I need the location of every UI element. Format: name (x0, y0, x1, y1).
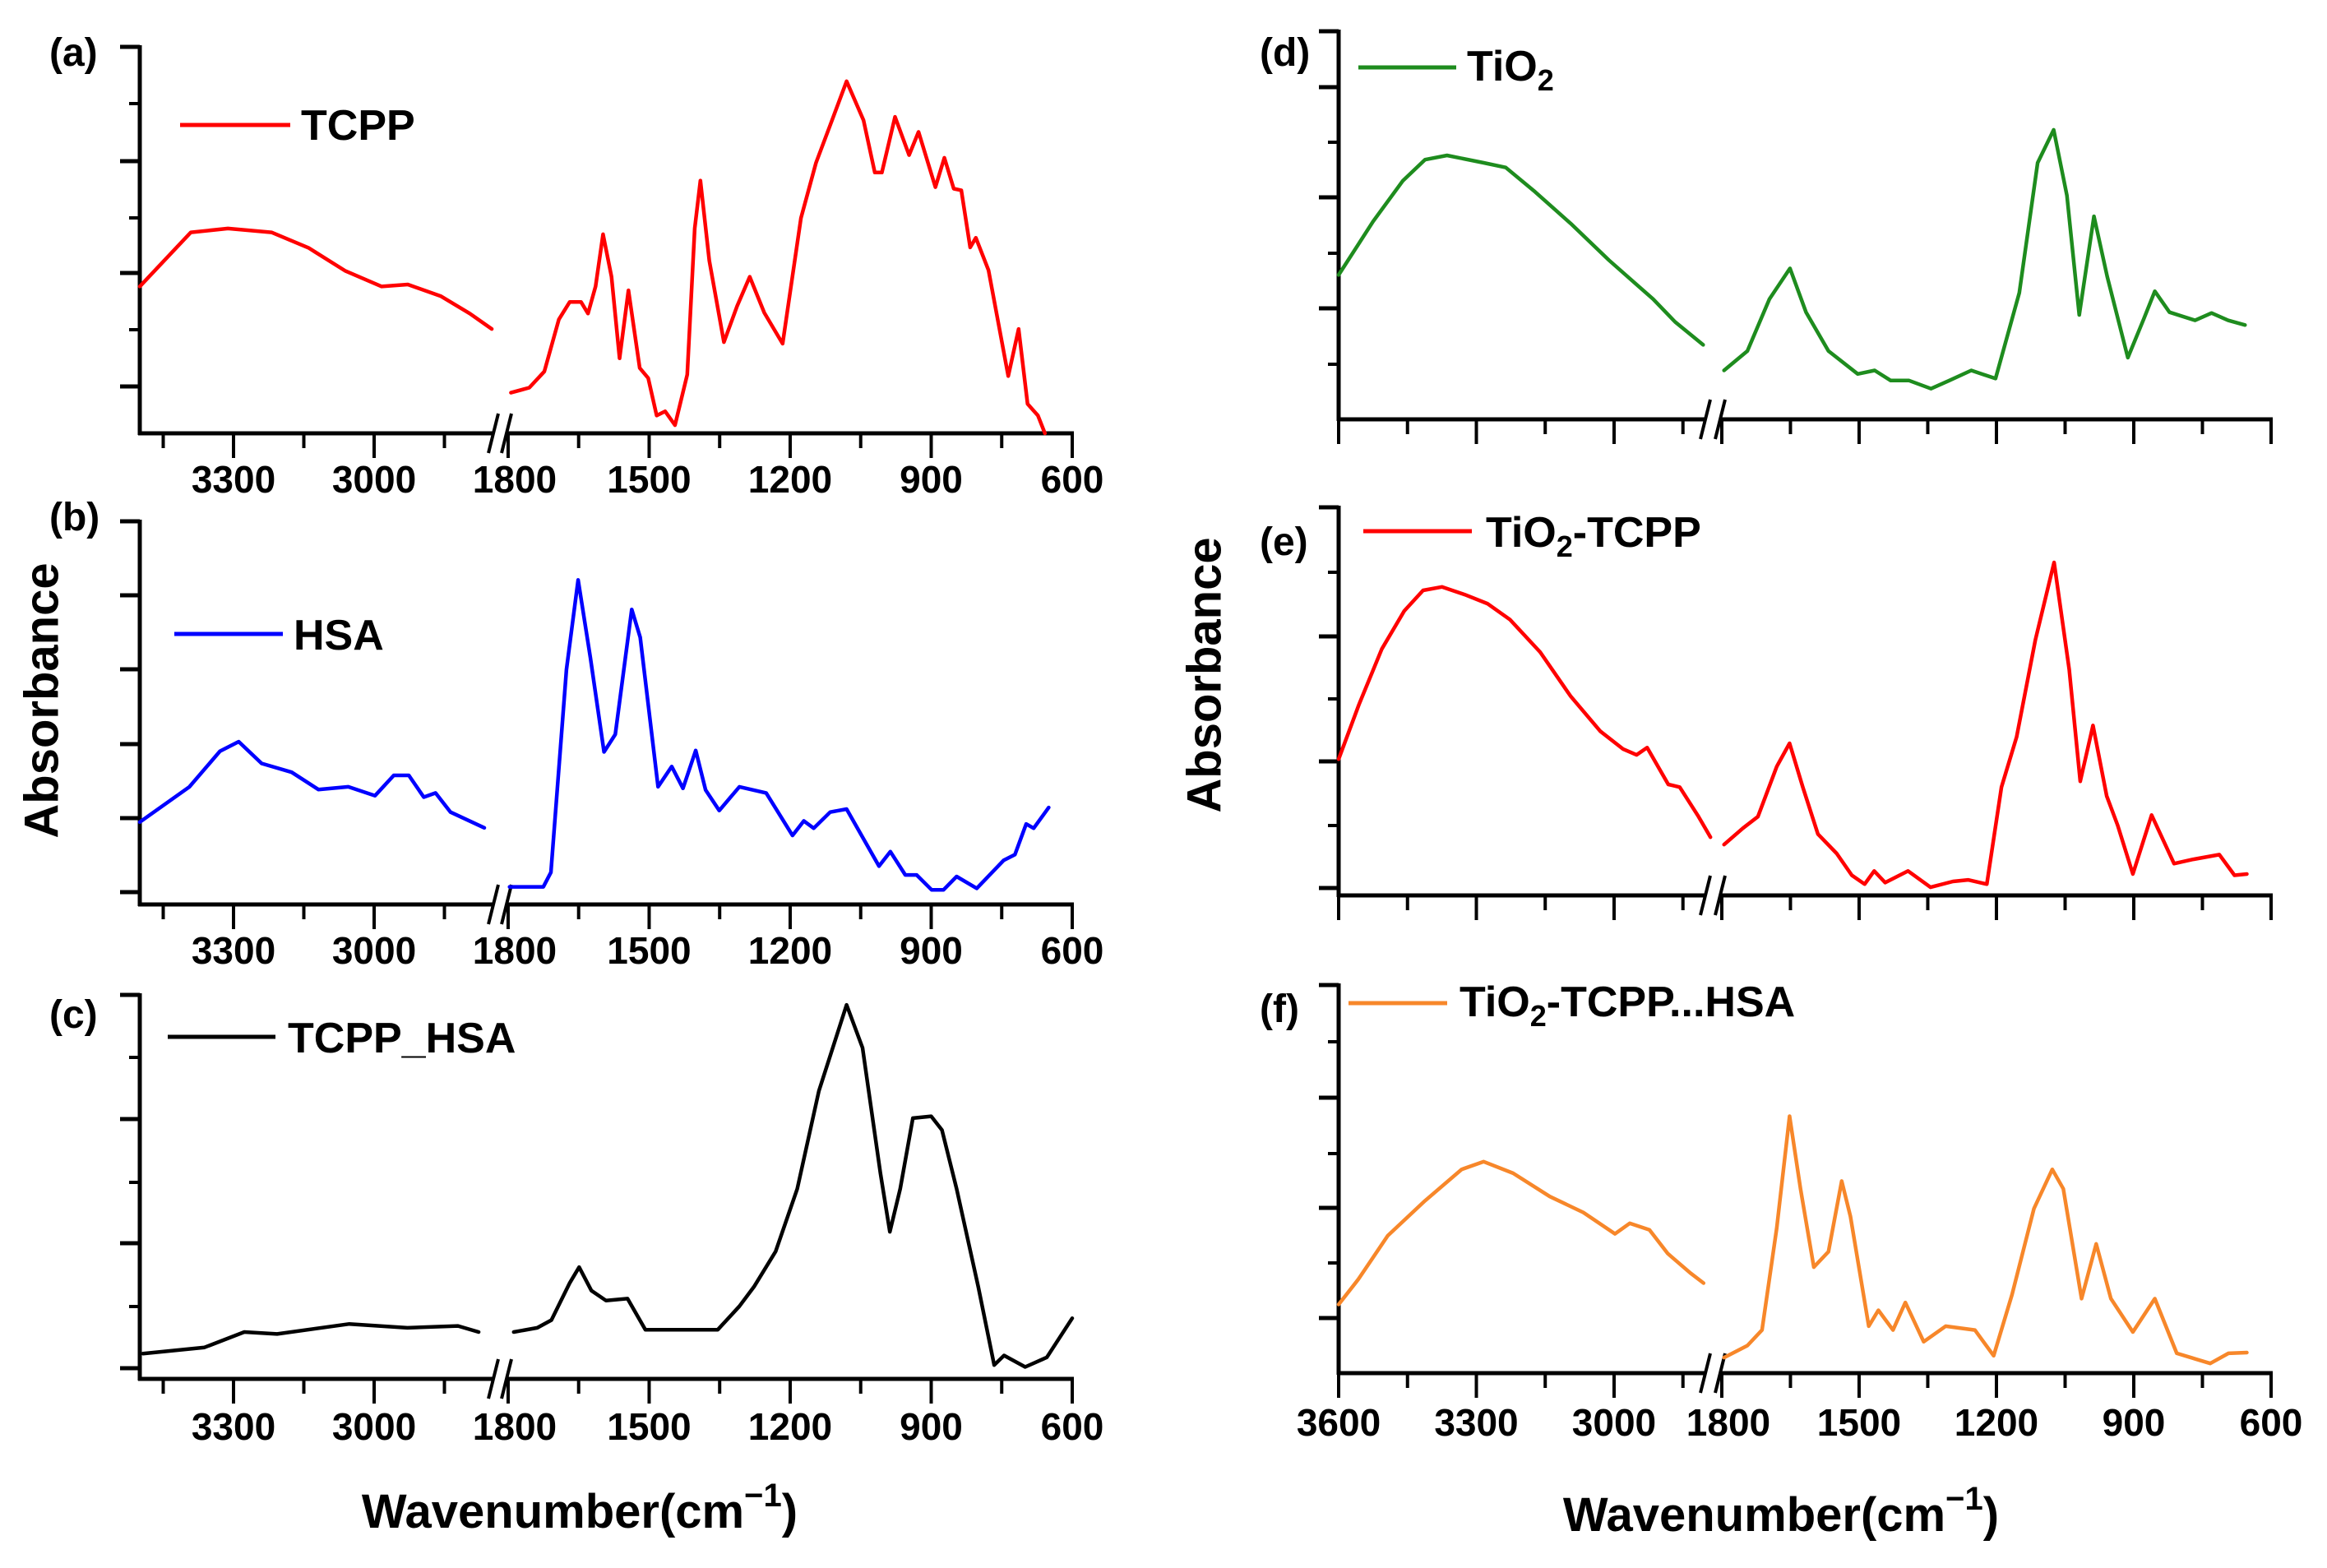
legend-label: TiO2-TCPP (1486, 509, 1701, 563)
x-axis-title-close: ) (1983, 1488, 1999, 1542)
x-tick-label: 1800 (473, 929, 557, 972)
x-axis-title: Wavenumber(cm−1) (362, 1478, 798, 1538)
x-tick-label: 1200 (748, 1405, 832, 1448)
spectrum-line-right (507, 578, 1051, 892)
axis-break-slash (1699, 875, 1712, 916)
panel-label: (c) (49, 993, 98, 1037)
legend-label: TCPP (301, 102, 415, 150)
legend: TCPP (180, 102, 415, 150)
legend: TCPP_HSA (168, 1015, 516, 1062)
x-tick-label: 3300 (192, 458, 275, 501)
spectrum-line-left (137, 226, 494, 331)
legend: HSA (174, 612, 384, 659)
panel-f: 3600 3300 3000 1800 1500 1200 900 600 (f) TiO2-TC… (1260, 978, 2302, 1444)
spectrum-line-right (509, 79, 1048, 436)
x-tick-label: 3000 (332, 929, 416, 972)
panel-a: 3300 3000 1800 1500 1200 900 600 (a) TCPP (49, 31, 1103, 501)
legend-main: TiO (1486, 509, 1557, 557)
legend-main: HSA (294, 612, 384, 659)
x-tick-label: 600 (1041, 1405, 1104, 1448)
axis-break-slash (487, 1358, 500, 1399)
x-tick-label: 3000 (1572, 1401, 1656, 1444)
x-tick-label: 3300 (192, 929, 275, 972)
legend-label: TiO2-TCPP...HSA (1460, 978, 1795, 1033)
y-axis-title: Absorbance (15, 562, 68, 838)
legend: TiO2-TCPP...HSA (1349, 978, 1795, 1033)
legend-rest: -TCPP (1573, 509, 1701, 557)
panel-label: (f) (1260, 988, 1299, 1031)
x-tick-label: 3300 (192, 1405, 275, 1448)
legend-label: HSA (294, 612, 384, 659)
legend-label: TiO2 (1467, 43, 1554, 97)
panel-label: (b) (49, 496, 99, 539)
legend-main: TCPP (301, 102, 415, 150)
spectrum-line-right (1722, 560, 2249, 890)
x-tick-label: 1500 (1817, 1401, 1901, 1444)
legend-subscript: 2 (1538, 63, 1554, 97)
panel-label: (d) (1260, 31, 1310, 75)
panel-b: 3300 3000 1800 1500 1200 900 600 (b) HSA (49, 496, 1103, 972)
x-tick-label: 600 (2240, 1401, 2303, 1444)
x-tick-label: 1200 (748, 929, 832, 972)
x-tick-label: 1200 (1955, 1401, 2038, 1444)
x-tick-label: 600 (1041, 458, 1104, 501)
x-tick-label: 1500 (607, 929, 691, 972)
panel-label: (a) (49, 31, 98, 75)
x-axis-title: Wavenumber(cm−1) (1563, 1481, 1999, 1542)
x-tick-label: 900 (900, 458, 963, 501)
panel-e: (e) TiO2-TCPP (1260, 505, 2273, 920)
spectrum-line-left (137, 739, 487, 830)
panel-c: 3300 3000 1800 1500 1200 900 600 (c) TCPP_HSA (49, 992, 1104, 1448)
legend-subscript: 2 (1557, 530, 1573, 563)
y-axis-title: Absorbance (1177, 537, 1231, 812)
spectrum-line-right (1722, 127, 2247, 391)
axis-break-slash (487, 413, 500, 454)
x-tick-label: 900 (900, 929, 963, 972)
x-tick-label: 900 (900, 1405, 963, 1448)
x-axis-title-text: Wavenumber(cm (362, 1485, 744, 1538)
legend-rest: -TCPP...HSA (1547, 978, 1795, 1026)
x-tick-label: 1800 (473, 458, 557, 501)
spectrum-line-right (511, 1002, 1075, 1369)
x-axis-title-superscript: −1 (744, 1478, 782, 1514)
spectrum-line-left (1336, 1159, 1706, 1307)
spectrum-line-left (141, 1321, 481, 1356)
x-tick-label: 900 (2103, 1401, 2166, 1444)
legend-main: TCPP_HSA (288, 1015, 516, 1062)
x-axis-title-close: ) (782, 1485, 798, 1538)
legend-subscript: 2 (1530, 999, 1547, 1033)
x-axis-title-text: Wavenumber(cm (1563, 1488, 1945, 1542)
x-tick-label: 3300 (1434, 1401, 1518, 1444)
x-tick-label: 1200 (748, 458, 832, 501)
spectrum-line-left (1336, 153, 1705, 347)
spectrum-line-left (1336, 585, 1713, 840)
legend-main: TiO (1460, 978, 1530, 1026)
x-tick-label: 1800 (1686, 1401, 1770, 1444)
panel-d: (d) TiO2 (1260, 29, 2273, 444)
axis-break-slash (487, 884, 500, 925)
x-tick-label: 3600 (1297, 1401, 1381, 1444)
legend: TiO2-TCPP (1363, 509, 1701, 563)
axis-break-slash (1699, 399, 1712, 440)
x-tick-label: 3000 (332, 458, 416, 501)
legend-label: TCPP_HSA (288, 1015, 516, 1062)
x-tick-label: 600 (1041, 929, 1104, 972)
panel-label: (e) (1260, 520, 1308, 564)
x-axis-title-superscript: −1 (1945, 1481, 1983, 1517)
legend: TiO2 (1358, 43, 1554, 97)
x-tick-label: 1500 (607, 1405, 691, 1448)
spectrum-line-right (1722, 1114, 2249, 1366)
axis-break-slash (1699, 1353, 1712, 1394)
x-tick-label: 3000 (332, 1405, 416, 1448)
legend-main: TiO (1467, 43, 1538, 90)
x-tick-label: 1500 (607, 458, 691, 501)
x-tick-label: 1800 (473, 1405, 557, 1448)
